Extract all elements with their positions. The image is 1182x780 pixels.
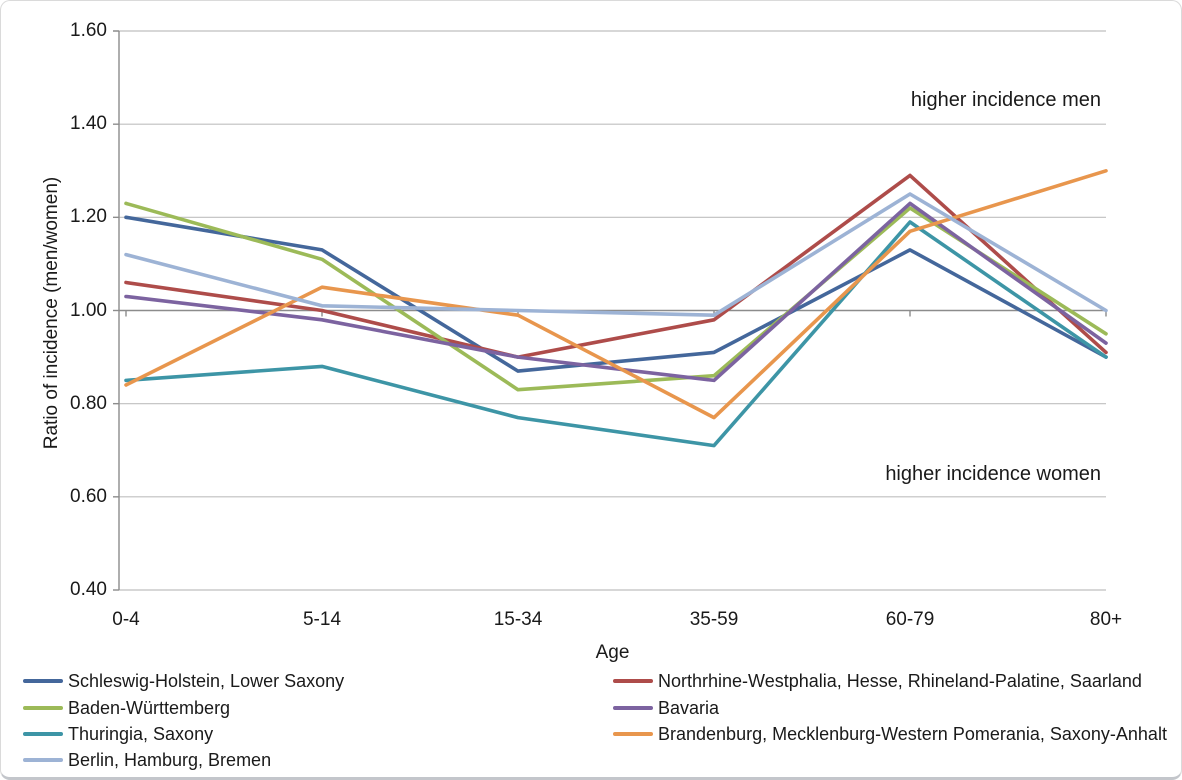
x-tick-label: 0-4 [112,609,140,630]
legend-label: Schleswig-Holstein, Lower Saxony [68,670,345,691]
x-tick-label: 60-79 [885,609,935,630]
series-line-6 [124,192,1108,318]
y-tick-label: 1.40 [70,113,107,135]
series-line-2 [124,201,1108,392]
legend-label: Thuringia, Saxony [68,723,214,744]
legend-item: Berlin, Hamburg, Bremen [23,750,271,770]
legend-label: Baden-Württemberg [68,697,231,718]
legend-line-swatch [23,758,63,762]
legend-item: Baden-Württemberg [23,698,230,718]
y-tick-label: 0.40 [70,579,107,600]
legend-label: Northrhine-Westphalia, Hesse, Rhineland-… [658,670,1142,691]
y-tick-label: 0.60 [70,485,107,507]
legend-label: Brandenburg, Mecklenburg-Western Pomeran… [658,723,1167,744]
x-tick-label: 5-14 [302,609,342,630]
y-tick-label: 0.80 [70,392,107,414]
annotation-higher-incidence-men: higher incidence men [910,89,1101,111]
series-line-0 [124,215,1108,373]
legend-line-swatch [613,732,653,736]
x-tick-label: 15-34 [493,609,543,630]
x-tick-label: 80+ [1089,609,1123,630]
legend-item: Brandenburg, Mecklenburg-Western Pomeran… [613,724,1167,744]
series-line-1 [124,173,1108,359]
legend-item: Northrhine-Westphalia, Hesse, Rhineland-… [613,671,1142,691]
legend-label: Bavaria [658,697,720,718]
legend-line-swatch [613,706,653,710]
legend-line-swatch [23,706,63,710]
legend-item: Thuringia, Saxony [23,724,213,744]
series-line-3 [124,201,1108,383]
legend-label: Berlin, Hamburg, Bremen [68,749,272,770]
legend-line-swatch [23,732,63,736]
line-chart-plot [113,30,1108,591]
y-tick-label: 1.20 [70,206,107,228]
legend-item: Schleswig-Holstein, Lower Saxony [23,671,344,691]
series-line-5 [124,169,1108,420]
x-axis-title: Age [595,642,630,663]
legend-line-swatch [23,679,63,683]
legend-item: Bavaria [613,698,719,718]
y-tick-label: 1.00 [70,299,107,321]
legend-line-swatch [613,679,653,683]
x-tick-label: 35-59 [689,609,739,630]
y-tick-label: 1.60 [70,20,107,41]
series-line-4 [124,220,1108,448]
annotation-higher-incidence-women: higher incidence women [885,463,1101,485]
